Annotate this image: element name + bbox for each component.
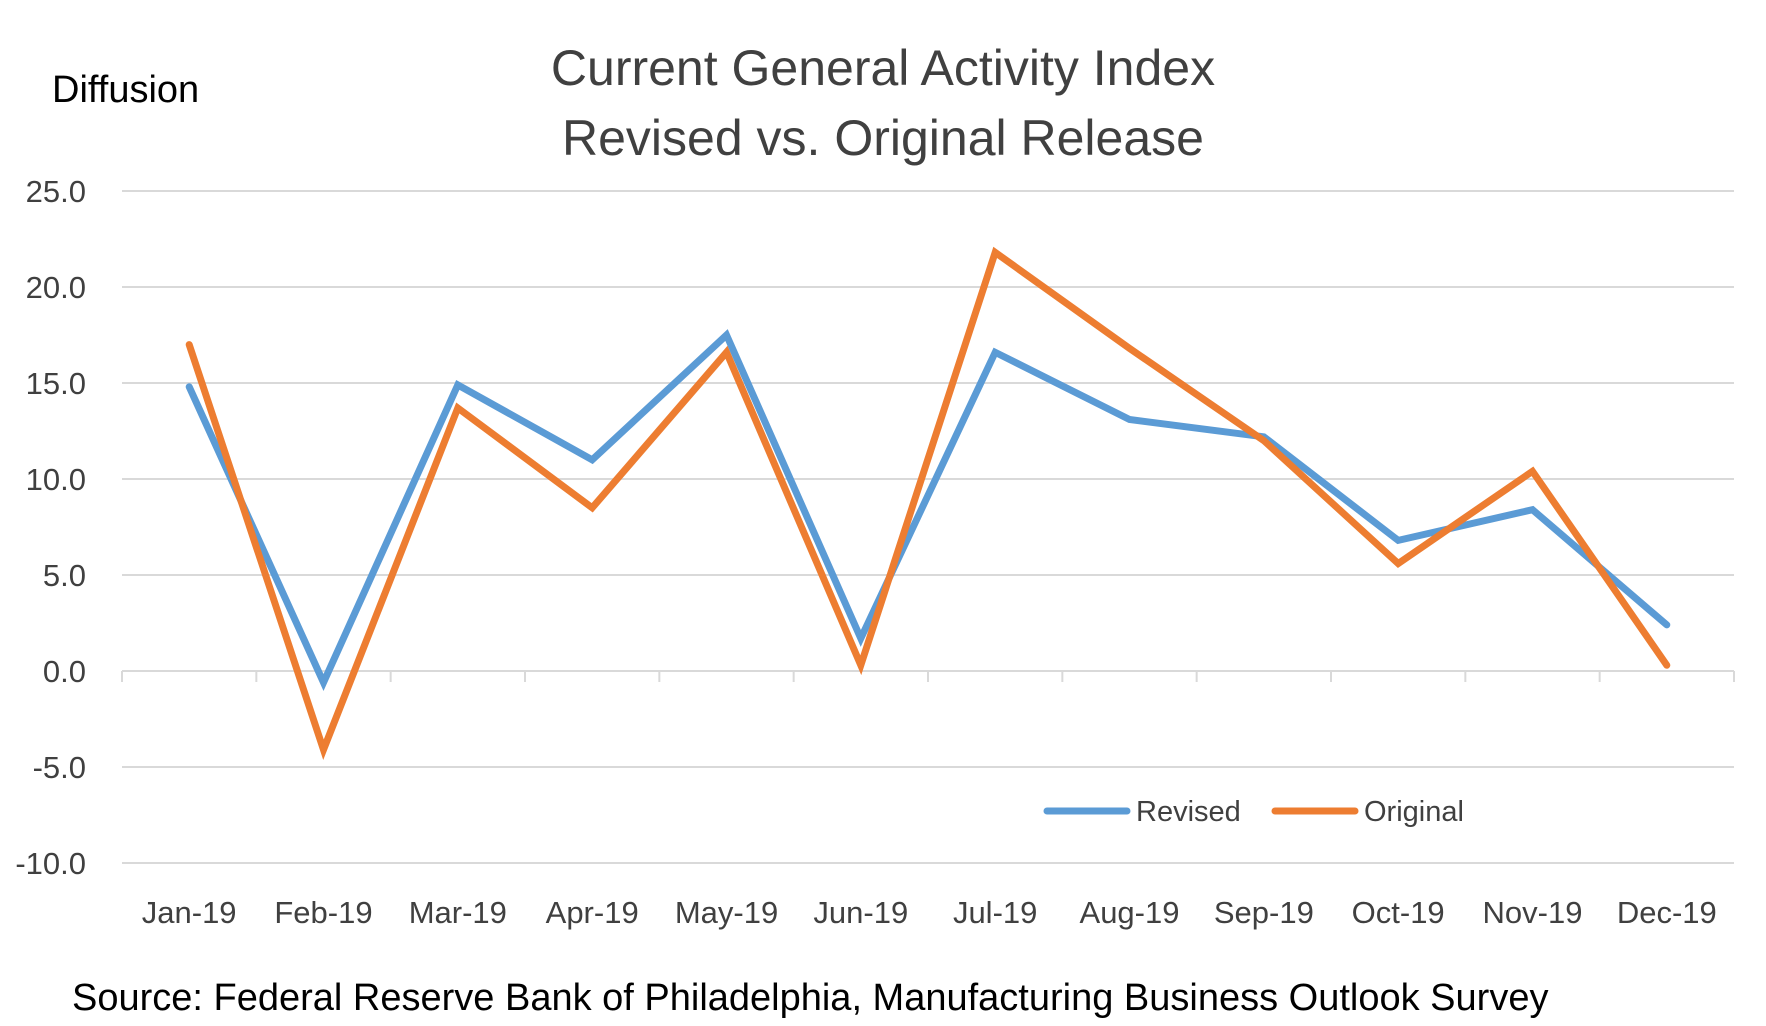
x-tick-label: Oct-19: [1352, 895, 1445, 930]
x-axis: [121, 670, 1735, 682]
chart-subtitle: Revised vs. Original Release: [562, 110, 1204, 166]
y-tick-label: -10.0: [15, 846, 86, 881]
series-line-revised: [185, 329, 1671, 691]
gridlines: [122, 190, 1734, 864]
x-tick-label: Jun-19: [813, 895, 908, 930]
series-lines: [185, 246, 1671, 760]
y-tick-label: 25.0: [26, 174, 86, 209]
x-tick-label: Jul-19: [953, 895, 1037, 930]
x-tick-label: Dec-19: [1617, 895, 1717, 930]
x-tick-label: Aug-19: [1080, 895, 1180, 930]
y-axis-tick-labels: 25.0 20.0 15.0 10.0 5.0 0.0 -5.0 -10.0: [15, 174, 86, 881]
x-axis-tick-labels: Jan-19 Feb-19 Mar-19 Apr-19 May-19 Jun-19 Jul-…: [142, 895, 1717, 930]
y-tick-label: 5.0: [43, 558, 86, 593]
source-note: Source: Federal Reserve Bank of Philadel…: [72, 977, 1548, 1019]
x-tick-label: May-19: [675, 895, 778, 930]
x-tick-label: Sep-19: [1214, 895, 1314, 930]
legend: Revised Original: [1043, 796, 1464, 828]
x-tick-label: Feb-19: [274, 895, 372, 930]
y-axis-unit-label: Diffusion: [52, 69, 199, 111]
x-tick-label: Apr-19: [546, 895, 639, 930]
y-tick-label: 20.0: [26, 270, 86, 305]
y-tick-label: -5.0: [33, 750, 86, 785]
chart-title: Current General Activity Index: [551, 40, 1215, 96]
x-tick-label: Nov-19: [1483, 895, 1583, 930]
legend-label-revised: Revised: [1136, 796, 1241, 828]
x-tick-label: Mar-19: [409, 895, 507, 930]
legend-label-original: Original: [1364, 796, 1464, 828]
series-line-original: [185, 246, 1671, 760]
y-tick-label: 15.0: [26, 366, 86, 401]
x-tick-label: Jan-19: [142, 895, 237, 930]
y-tick-label: 10.0: [26, 462, 86, 497]
y-tick-label: 0.0: [43, 654, 86, 689]
